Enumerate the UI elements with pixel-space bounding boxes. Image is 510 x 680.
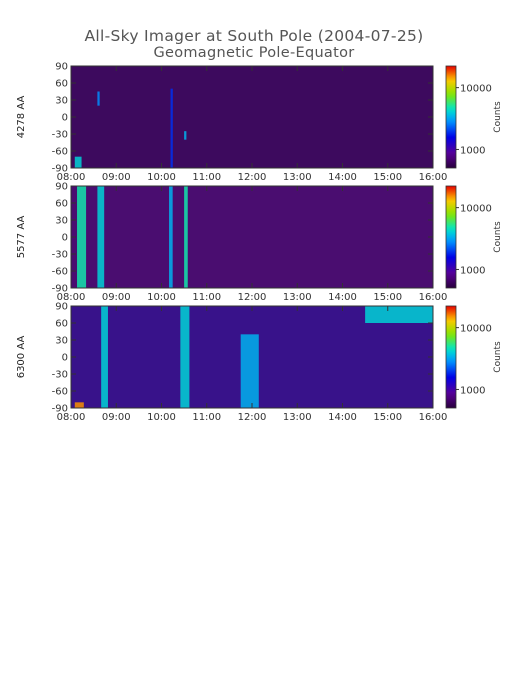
emission-band-2 (97, 91, 100, 106)
colorbar-tick-label: 1000 (460, 265, 485, 276)
y-axis-label: 6300 AA (16, 336, 27, 379)
x-tick-label: 09:00 (102, 172, 131, 183)
y-tick-label: -60 (52, 147, 68, 158)
colorbar-tick-label: 10000 (460, 324, 492, 335)
emission-band-3 (170, 88, 173, 168)
x-tick-label: 14:00 (328, 172, 357, 183)
emission-band-3 (180, 306, 190, 408)
chart-subtitle: Geomagnetic Pole-Equator (153, 45, 354, 61)
y-tick-label: 30 (55, 96, 68, 107)
y-tick-label: 0 (62, 353, 68, 364)
y-tick-label: 0 (62, 113, 68, 124)
emission-band-5 (365, 306, 433, 323)
x-tick-label: 16:00 (419, 412, 448, 423)
colorbar-label: Counts (493, 101, 503, 133)
colorbar-tick-label: 10000 (460, 84, 492, 95)
emission-band-1 (74, 156, 82, 168)
x-tick-label: 16:00 (419, 172, 448, 183)
y-tick-label: -30 (52, 130, 68, 141)
x-tick-label: 11:00 (192, 172, 221, 183)
y-tick-label: -90 (52, 404, 68, 415)
heatmap-background (71, 186, 433, 288)
y-tick-label: 90 (55, 182, 68, 193)
y-tick-label: 60 (55, 319, 68, 330)
x-tick-label: 15:00 (373, 292, 402, 303)
colorbar (445, 65, 457, 169)
x-tick-label: 12:00 (238, 292, 267, 303)
x-tick-label: 15:00 (373, 412, 402, 423)
y-tick-label: -90 (52, 284, 68, 295)
x-tick-label: 11:00 (192, 292, 221, 303)
x-tick-label: 13:00 (283, 292, 312, 303)
heatmap-features (77, 186, 188, 288)
x-tick-label: 15:00 (373, 172, 402, 183)
y-tick-label: -30 (52, 370, 68, 381)
emission-band-4 (240, 334, 259, 408)
y-tick-label: 30 (55, 336, 68, 347)
y-tick-label: -60 (52, 387, 68, 398)
x-tick-label: 10:00 (147, 292, 176, 303)
x-tick-label: 13:00 (283, 172, 312, 183)
emission-band-4 (184, 186, 188, 288)
heatmap-background (71, 66, 433, 168)
colorbar-tick-label: 1000 (460, 385, 485, 396)
y-tick-label: -30 (52, 250, 68, 261)
x-tick-label: 11:00 (192, 412, 221, 423)
y-axis-label: 5577 AA (16, 216, 27, 259)
y-tick-label: 90 (55, 62, 68, 73)
emission-band-3 (169, 186, 173, 288)
emission-band-2 (97, 186, 105, 288)
x-tick-label: 13:00 (283, 412, 312, 423)
x-tick-label: 08:00 (57, 412, 86, 423)
x-tick-label: 08:00 (57, 172, 86, 183)
y-axis-label: 4278 AA (16, 96, 27, 139)
y-tick-label: -90 (52, 164, 68, 175)
colorbar (445, 185, 457, 289)
emission-band-1 (74, 402, 84, 408)
y-tick-label: -60 (52, 267, 68, 278)
emission-band-2 (101, 306, 108, 408)
heatmap-features (74, 88, 187, 168)
x-tick-label: 08:00 (57, 292, 86, 303)
y-tick-label: 90 (55, 302, 68, 313)
colorbar-label: Counts (493, 341, 503, 373)
colorbar-label: Counts (493, 221, 503, 253)
x-tick-label: 12:00 (238, 172, 267, 183)
y-tick-label: 60 (55, 199, 68, 210)
x-tick-label: 16:00 (419, 292, 448, 303)
y-tick-label: 60 (55, 79, 68, 90)
x-tick-label: 10:00 (147, 172, 176, 183)
x-tick-label: 09:00 (102, 292, 131, 303)
x-tick-label: 10:00 (147, 412, 176, 423)
x-tick-label: 12:00 (238, 412, 267, 423)
chart-title: All-Sky Imager at South Pole (2004-07-25… (84, 27, 423, 45)
colorbar-tick-label: 10000 (460, 204, 492, 215)
y-tick-label: 30 (55, 216, 68, 227)
x-tick-label: 14:00 (328, 292, 357, 303)
y-tick-label: 0 (62, 233, 68, 244)
heatmap-features (74, 306, 433, 408)
colorbar (445, 305, 457, 409)
x-tick-label: 14:00 (328, 412, 357, 423)
colorbar-tick-label: 1000 (460, 145, 485, 156)
emission-band-1 (77, 186, 87, 288)
x-tick-label: 09:00 (102, 412, 131, 423)
emission-band-4 (184, 131, 187, 140)
